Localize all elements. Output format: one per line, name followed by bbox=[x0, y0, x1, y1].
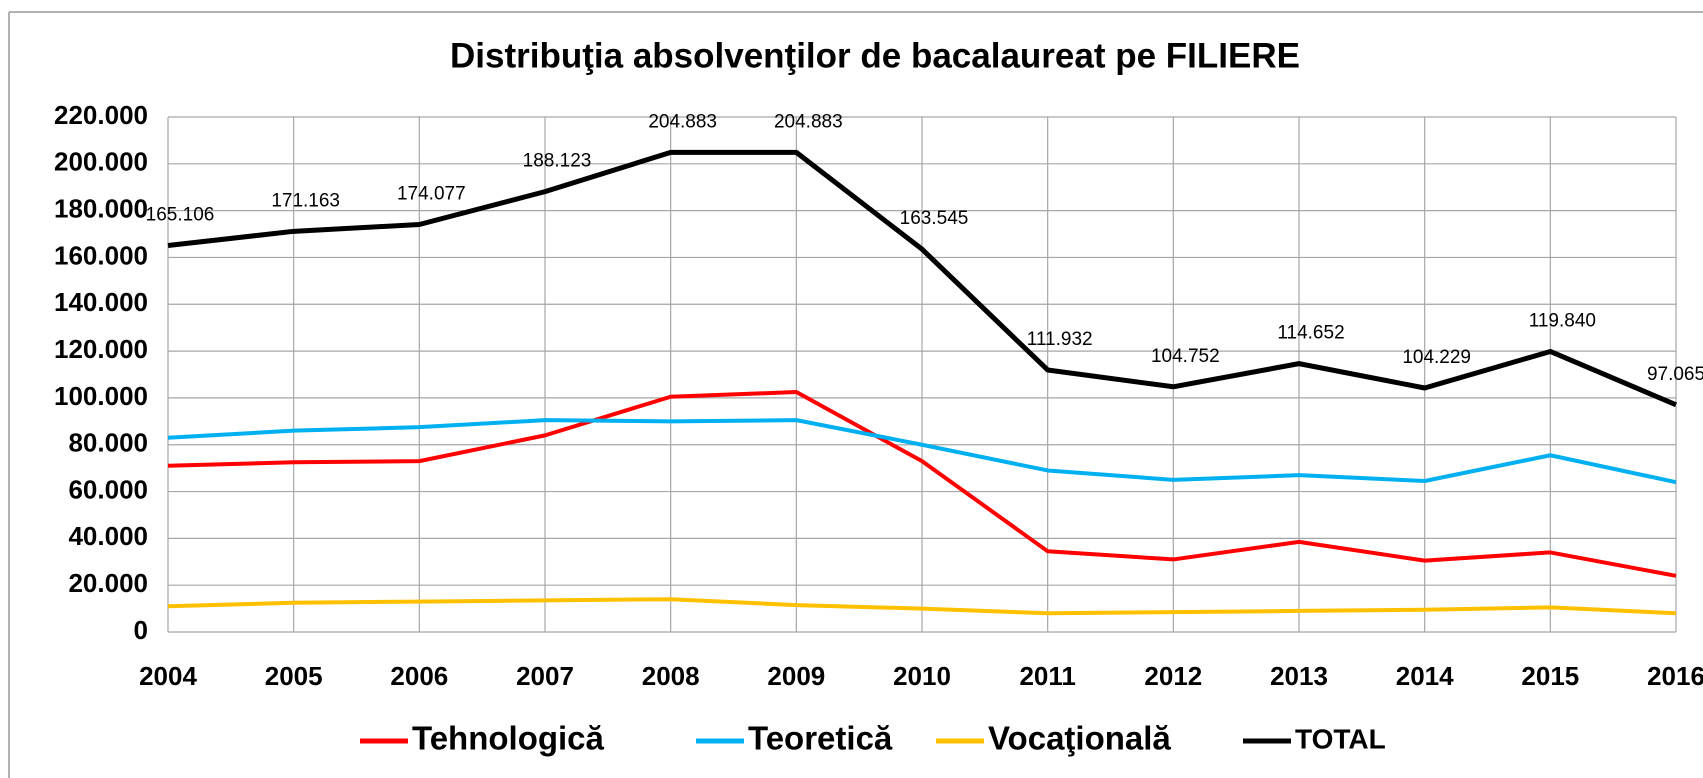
data-label: 188.123 bbox=[523, 151, 592, 172]
legend-label: Vocaţională bbox=[988, 720, 1171, 757]
y-tick-label: 80.000 bbox=[68, 428, 148, 458]
data-label: 104.752 bbox=[1151, 346, 1220, 367]
data-label: 111.932 bbox=[1027, 329, 1093, 350]
y-tick-label: 220.000 bbox=[54, 100, 148, 130]
x-tick-label: 2010 bbox=[893, 661, 951, 691]
y-tick-label: 100.000 bbox=[54, 381, 148, 411]
data-label: 204.883 bbox=[648, 111, 717, 132]
y-tick-label: 140.000 bbox=[54, 287, 148, 317]
y-tick-label: 0 bbox=[134, 615, 148, 645]
x-tick-label: 2007 bbox=[516, 661, 574, 691]
x-tick-label: 2011 bbox=[1019, 661, 1075, 691]
x-tick-label: 2006 bbox=[390, 661, 448, 691]
x-tick-label: 2014 bbox=[1396, 661, 1454, 691]
data-label: 114.652 bbox=[1277, 323, 1344, 344]
x-tick-label: 2009 bbox=[767, 661, 825, 691]
series-line bbox=[167, 390, 1677, 578]
x-tick-label: 2015 bbox=[1521, 661, 1579, 691]
chart-title: Distribuţia absolvenţilor de bacalaureat… bbox=[450, 36, 1300, 75]
x-tick-label: 2016 bbox=[1647, 661, 1703, 691]
data-label: 165.106 bbox=[146, 205, 215, 226]
legend-label: TOTAL bbox=[1295, 723, 1386, 754]
data-label: 174.077 bbox=[397, 184, 466, 205]
data-label: 119.840 bbox=[1529, 310, 1596, 331]
y-tick-label: 60.000 bbox=[68, 474, 148, 504]
x-tick-label: 2013 bbox=[1270, 661, 1328, 691]
x-tick-label: 2012 bbox=[1144, 661, 1202, 691]
y-tick-label: 120.000 bbox=[54, 334, 148, 364]
legend-label: Tehnologică bbox=[412, 720, 605, 757]
x-tick-label: 2005 bbox=[265, 661, 323, 691]
y-tick-label: 160.000 bbox=[54, 240, 148, 270]
series-line bbox=[167, 597, 1677, 616]
data-label: 163.545 bbox=[900, 208, 969, 229]
y-tick-label: 200.000 bbox=[54, 147, 148, 177]
x-tick-label: 2008 bbox=[642, 661, 700, 691]
series-line bbox=[167, 149, 1677, 408]
data-label: 171.163 bbox=[271, 190, 340, 211]
x-tick-label: 2004 bbox=[139, 661, 197, 691]
data-label: 97.065 bbox=[1647, 364, 1703, 385]
data-label: 104.229 bbox=[1402, 347, 1471, 368]
y-tick-label: 180.000 bbox=[54, 194, 148, 224]
y-tick-label: 40.000 bbox=[68, 521, 148, 551]
data-label: 204.883 bbox=[774, 111, 843, 132]
y-tick-label: 20.000 bbox=[68, 568, 148, 598]
series-line bbox=[167, 418, 1677, 485]
legend-label: Teoretică bbox=[748, 720, 893, 757]
